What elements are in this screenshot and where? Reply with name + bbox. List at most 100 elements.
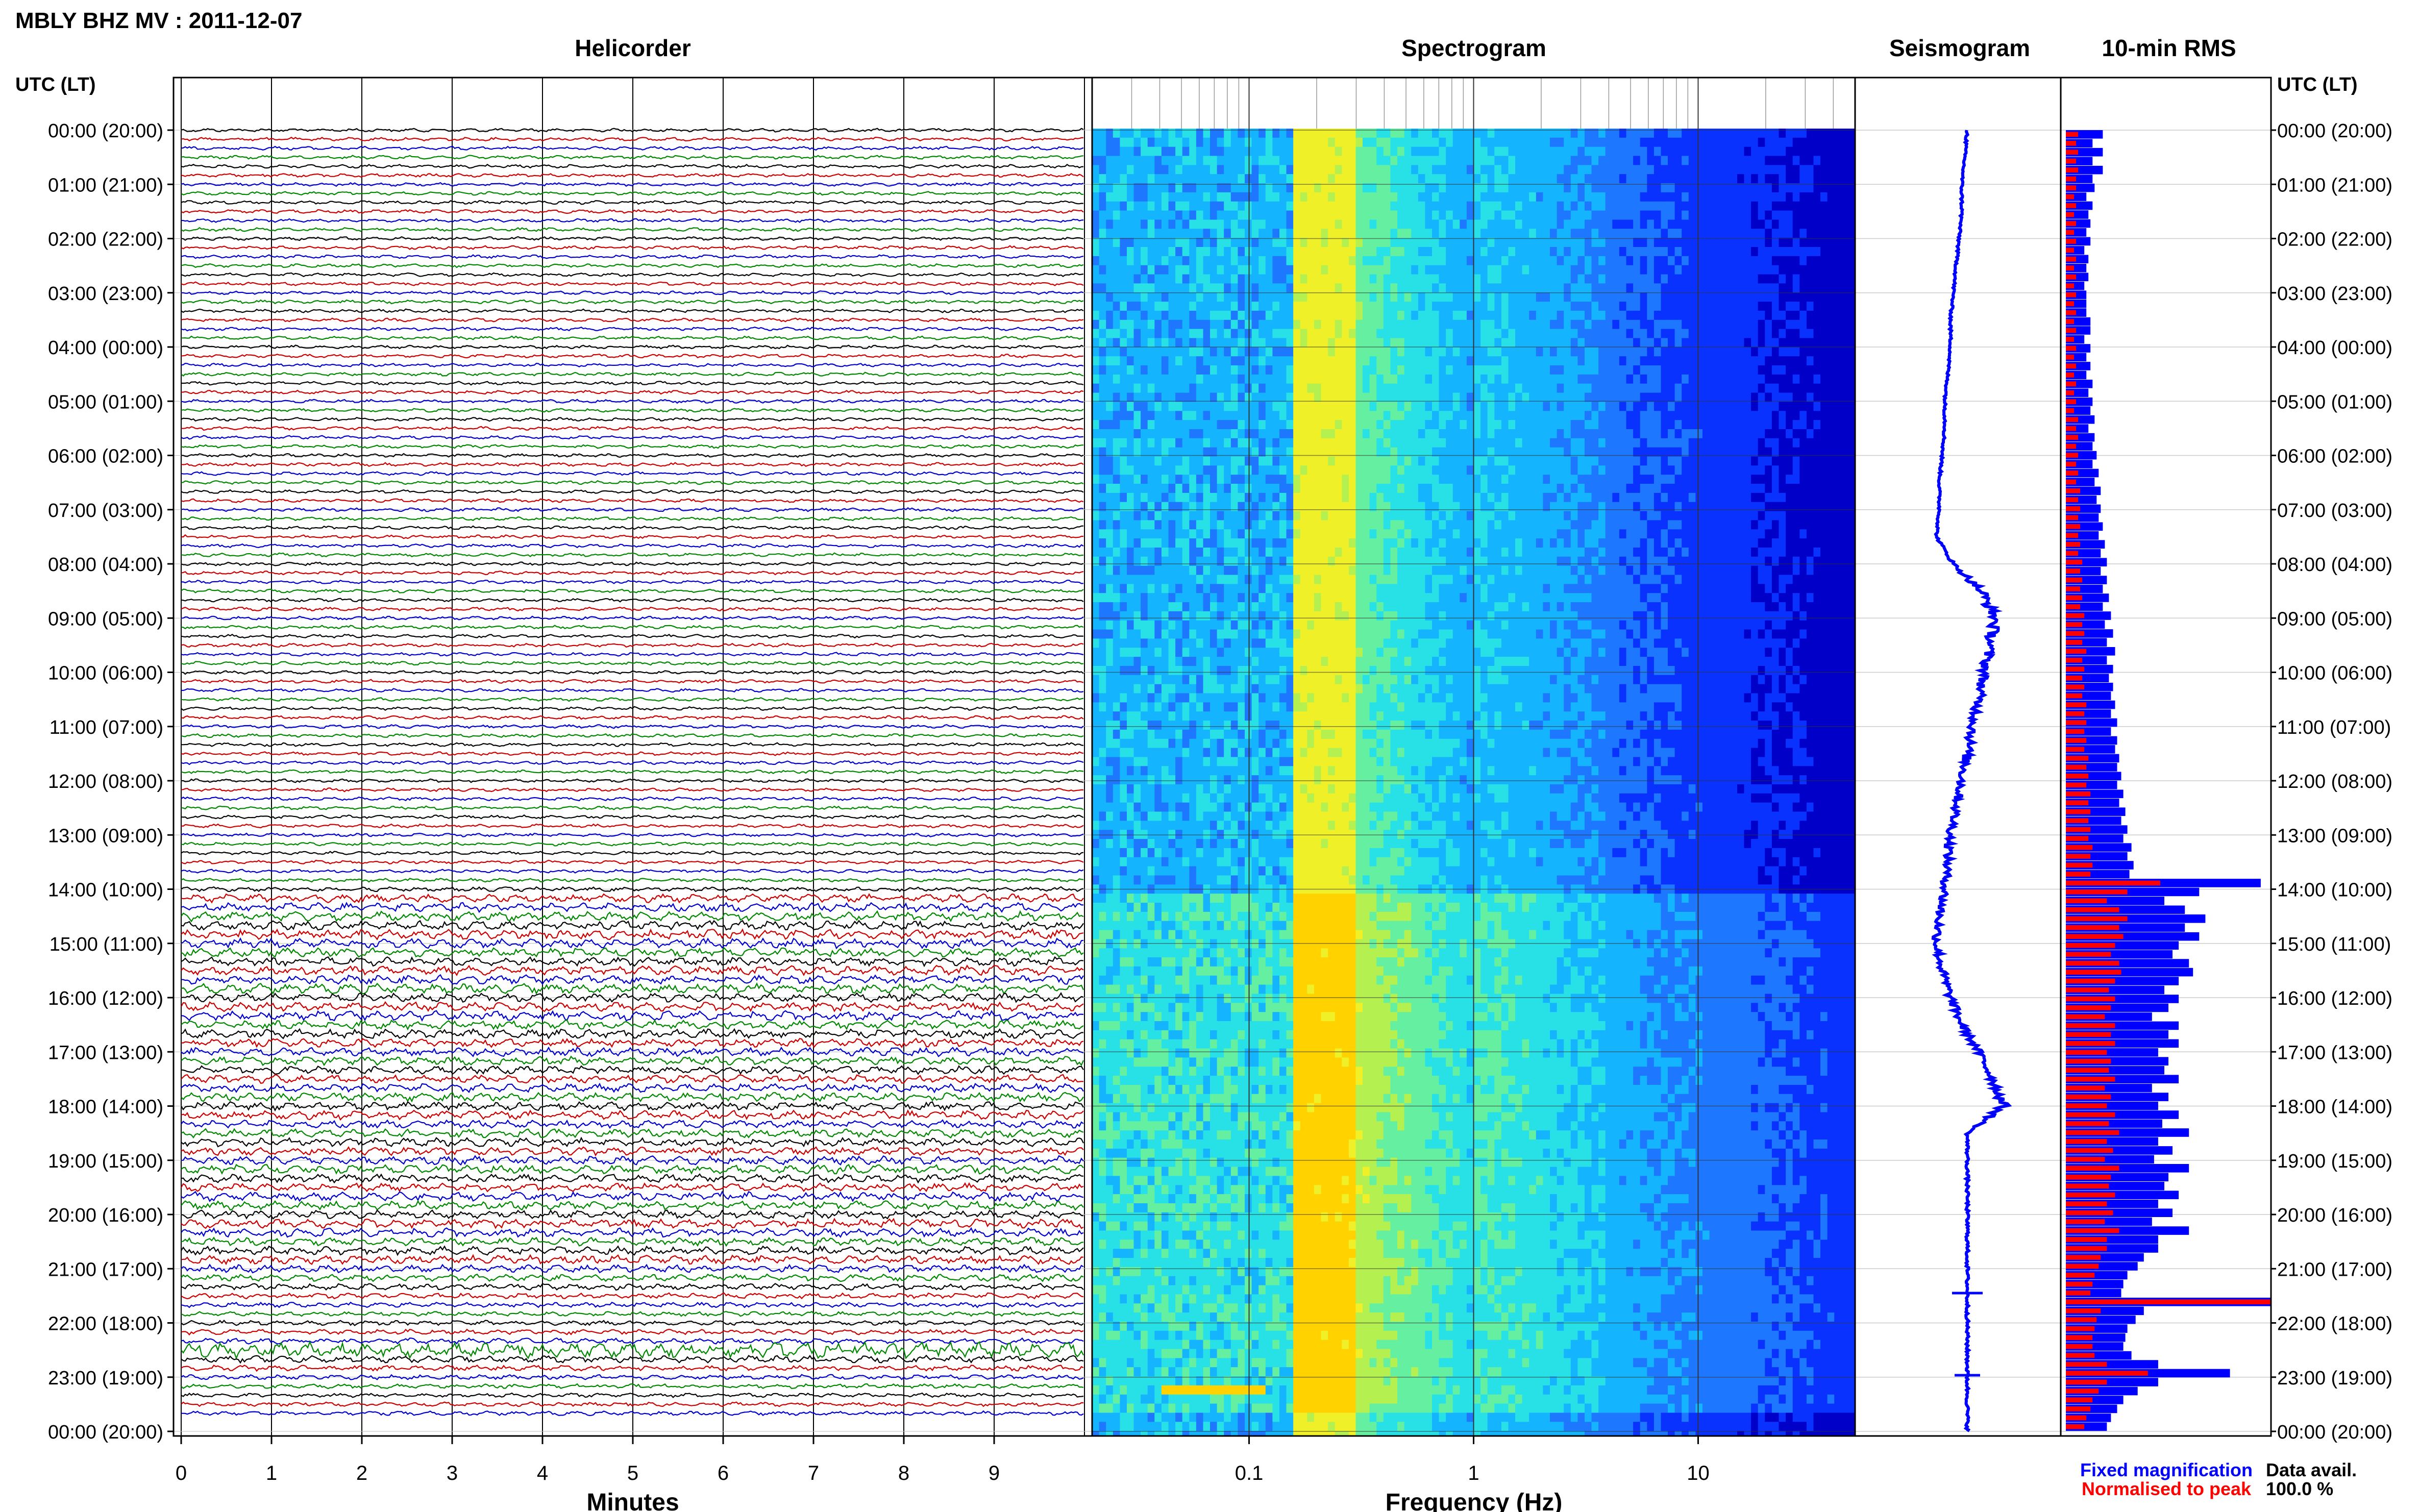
spectrogram-cell (1515, 520, 1523, 530)
spectrogram-cell (1827, 165, 1835, 175)
spectrogram-cell (1466, 465, 1474, 475)
spectrogram-cell (1251, 475, 1259, 484)
spectrogram-cell (1133, 356, 1141, 366)
spectrogram-cell (1668, 402, 1675, 411)
spectrogram-cell (1196, 310, 1204, 320)
spectrogram-cell (1161, 338, 1169, 348)
spectrogram-cell (1161, 492, 1169, 503)
spectrogram-cell (1494, 174, 1502, 184)
spectrogram-cell (1411, 338, 1419, 348)
spectrogram-cell (1203, 402, 1211, 411)
spectrogram-cell (1120, 465, 1127, 475)
spectrogram-cell (1619, 520, 1627, 530)
spectrogram-cell (1799, 402, 1807, 411)
spectrogram-cell (1321, 520, 1328, 530)
spectrogram-cell (1709, 310, 1717, 320)
spectrogram-cell (1473, 292, 1481, 302)
spectrogram-cell (1536, 438, 1544, 448)
spectrogram-cell (1765, 183, 1772, 193)
spectrogram-cell (1189, 210, 1197, 220)
spectrogram-cell (1182, 411, 1190, 420)
spectrogram-cell (1848, 374, 1855, 384)
spectrogram-cell (1751, 484, 1759, 493)
spectrogram-cell (1460, 129, 1467, 138)
spectrogram-cell (1813, 265, 1821, 275)
spectrogram-cell (1196, 511, 1204, 521)
spectrogram-cell (1508, 429, 1516, 439)
spectrogram-cell (1369, 229, 1377, 238)
spectrogram-cell (1251, 438, 1259, 448)
spectrogram-cell (1827, 365, 1835, 375)
spectrogram-cell (1674, 456, 1682, 466)
spectrogram-cell (1834, 219, 1842, 230)
spectrogram-cell (1515, 292, 1523, 302)
spectrogram-cell (1682, 247, 1689, 257)
spectrogram-cell (1210, 310, 1218, 320)
spectrogram-cell (1820, 137, 1828, 147)
spectrogram-cell (1141, 511, 1148, 521)
spectrogram-cell (1251, 256, 1259, 266)
spectrogram-cell (1432, 302, 1440, 311)
spectrogram-cell (1633, 183, 1641, 193)
spectrogram-cell (1196, 229, 1204, 238)
spectrogram-cell (1175, 411, 1183, 420)
spectrogram-cell (1799, 247, 1807, 257)
spectrogram-cell (1217, 256, 1224, 266)
spectrogram-cell (1307, 283, 1315, 293)
spectrogram-cell (1605, 492, 1613, 503)
spectrogram-cell (1224, 256, 1231, 266)
spectrogram-cell (1196, 238, 1204, 247)
spectrogram-cell (1154, 129, 1162, 138)
spectrogram-cell (1612, 329, 1620, 339)
spectrogram-cell (1446, 210, 1453, 220)
spectrogram-cell (1557, 492, 1564, 503)
spectrogram-cell (1564, 319, 1571, 330)
spectrogram-cell (1473, 146, 1481, 157)
spectrogram-cell (1355, 146, 1363, 157)
spectrogram-cell (1251, 465, 1259, 475)
spectrogram-cell (1272, 438, 1280, 448)
spectrogram-cell (1113, 310, 1121, 320)
spectrogram-cell (1466, 429, 1474, 439)
spectrogram-cell (1147, 420, 1155, 430)
spectrogram-cell (1619, 319, 1627, 330)
spectrogram-cell (1314, 129, 1322, 138)
spectrogram-cell (1543, 183, 1550, 193)
spectrogram-cell (1494, 302, 1502, 311)
spectrogram-cell (1432, 229, 1440, 238)
spectrogram-cell (1702, 137, 1710, 147)
spectrogram-cell (1640, 192, 1648, 202)
spectrogram-cell (1515, 129, 1523, 138)
spectrogram-cell (1161, 520, 1169, 530)
spectrogram-cell (1217, 319, 1224, 330)
spectrogram-cell (1591, 219, 1599, 230)
spectrogram-cell (1792, 210, 1800, 220)
spectrogram-cell (1640, 201, 1648, 211)
spectrogram-cell (1300, 447, 1308, 457)
spectrogram-cell (1813, 374, 1821, 384)
spectrogram-cell (1688, 465, 1696, 475)
spectrogram-cell (1418, 146, 1426, 157)
spectrogram-cell (1321, 492, 1328, 503)
spectrogram-cell (1452, 256, 1461, 266)
spectrogram-cell (1605, 347, 1613, 357)
spectrogram-cell (1452, 219, 1461, 230)
spectrogram-cell (1293, 520, 1301, 530)
spectrogram-cell (1133, 520, 1141, 530)
spectrogram-cell (1695, 347, 1703, 357)
spectrogram-cell (1452, 229, 1461, 238)
spectrogram-cell (1799, 347, 1807, 357)
spectrogram-cell (1404, 392, 1412, 403)
spectrogram-cell (1786, 292, 1793, 302)
spectrogram-cell (1141, 292, 1148, 302)
spectrogram-cell (1348, 302, 1356, 311)
spectrogram-cell (1702, 329, 1710, 339)
spectrogram-cell (1848, 238, 1855, 247)
spectrogram-cell (1529, 302, 1537, 311)
spectrogram-cell (1251, 302, 1259, 311)
spectrogram-cell (1522, 447, 1529, 457)
spectrogram-cell (1307, 238, 1315, 247)
spectrogram-cell (1141, 438, 1148, 448)
spectrogram-cell (1786, 438, 1793, 448)
spectrogram-cell (1120, 256, 1127, 266)
